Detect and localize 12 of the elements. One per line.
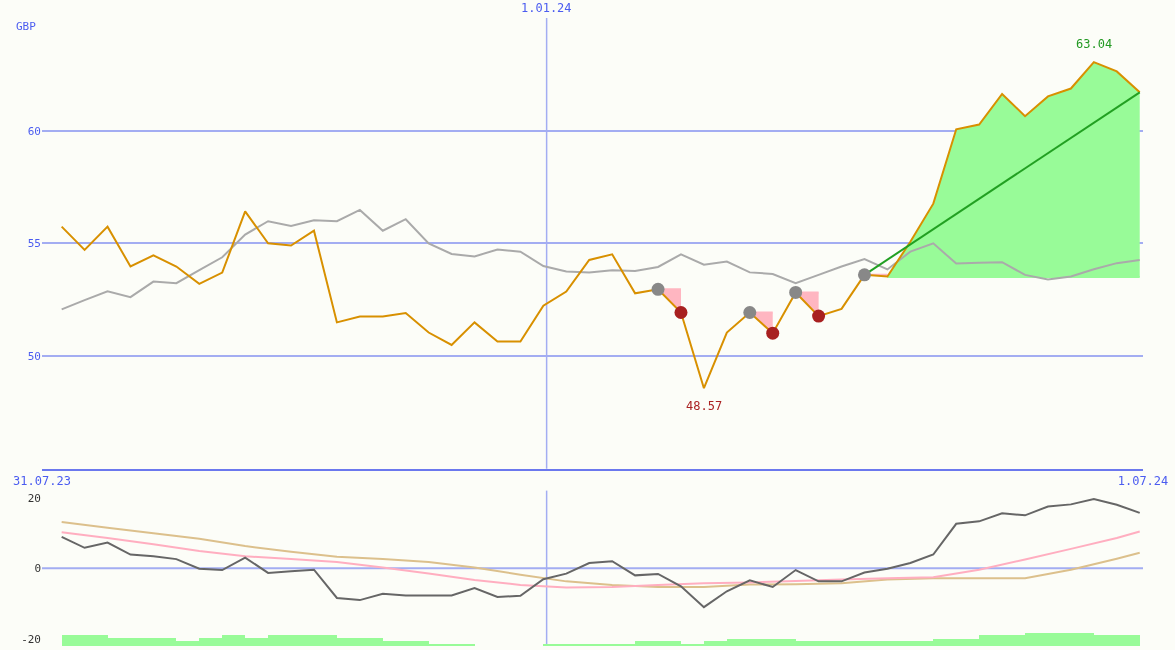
annotation: 63.04 [1076,37,1113,51]
annotation: 48.57 [686,399,723,413]
y-tick-label: 60 [27,124,41,138]
x-tick-label: 31.07.23 [13,474,71,489]
ref-line-label: 1.01.24 [521,1,572,15]
y-tick-label: 50 [27,349,41,363]
y-tick-label: 55 [27,237,41,251]
y-tick-label: 20 [27,491,41,505]
x-tick-label: 1.07.24 [1117,474,1169,489]
y-tick-label: 0 [34,562,41,576]
y-tick-label: -20 [21,632,41,646]
y-axis-title: GBP [16,20,37,33]
